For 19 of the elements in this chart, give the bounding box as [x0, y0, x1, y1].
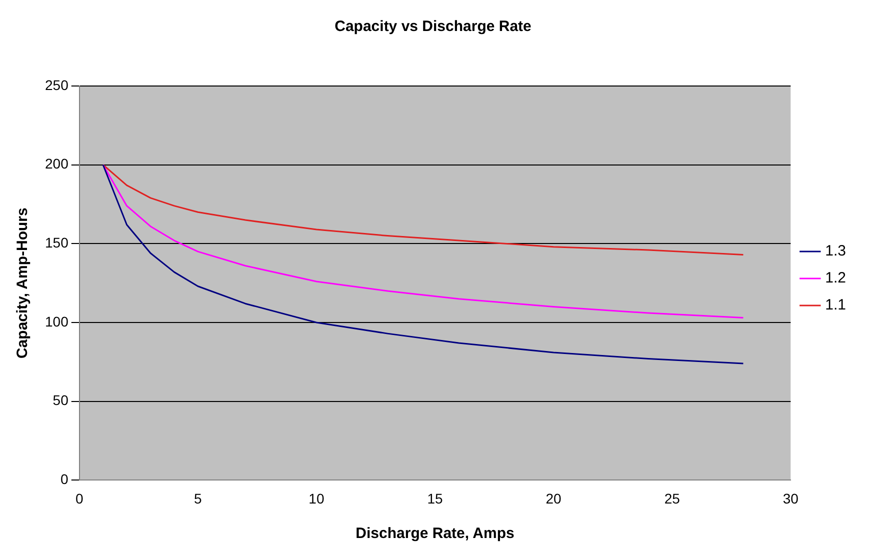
x-tick-label: 30 [782, 490, 799, 506]
x-tick-label: 15 [427, 490, 443, 506]
y-axis-title: Capacity, Amp-Hours [14, 208, 32, 359]
legend-label: 1.1 [825, 296, 846, 314]
y-tick-label: 50 [52, 392, 69, 408]
x-tick-label: 0 [75, 490, 84, 506]
legend-label: 1.3 [825, 242, 846, 260]
x-tick-label: 25 [664, 490, 680, 506]
y-tick-label: 150 [45, 234, 69, 251]
y-tick-label: 200 [45, 156, 69, 172]
y-tick-label: 0 [60, 471, 69, 488]
x-tick-label: 20 [546, 490, 562, 506]
y-tick-label: 250 [45, 76, 69, 93]
x-tick-label: 5 [194, 490, 202, 506]
legend-label: 1.2 [825, 270, 846, 287]
x-tick-label: 10 [308, 490, 324, 506]
chart-title: Capacity vs Discharge Rate [334, 18, 532, 36]
y-tick-label: 100 [45, 313, 69, 330]
x-axis-title: Discharge Rate, Amps [356, 525, 514, 542]
